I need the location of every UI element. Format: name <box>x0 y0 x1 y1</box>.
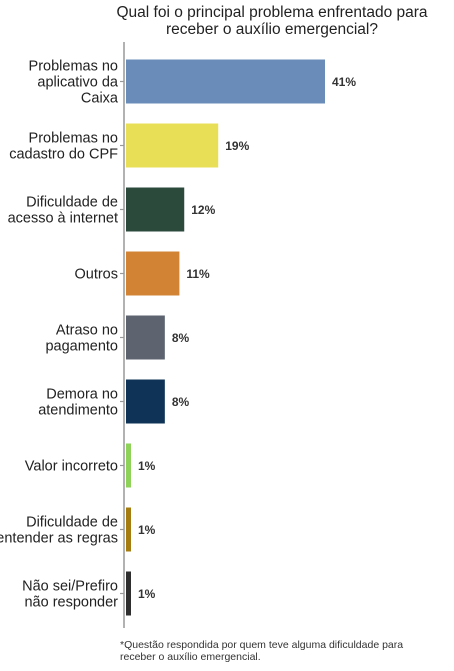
chart-title: Qual foi o principal problema enfrentado… <box>116 4 427 38</box>
value-label: 41% <box>332 75 356 89</box>
value-label: 8% <box>172 395 190 409</box>
chart-title-line-1: Qual foi o principal problema enfrentado… <box>116 4 427 21</box>
value-label: 8% <box>172 331 190 345</box>
bar <box>126 379 165 424</box>
bar <box>126 315 165 360</box>
value-label: 11% <box>186 267 210 281</box>
chart-title-line-2: receber o auxílio emergencial? <box>166 21 378 38</box>
bar <box>126 123 219 168</box>
category-label: Demora no atendimento <box>38 387 118 419</box>
value-label: 12% <box>191 203 215 217</box>
bar <box>126 251 180 296</box>
category-labels: Problemas no aplicativo da Caixa Problemas … <box>0 59 119 611</box>
bar <box>126 571 131 616</box>
bar <box>126 443 131 488</box>
bar <box>126 59 325 104</box>
bar <box>126 507 131 552</box>
value-label: 1% <box>138 587 156 601</box>
category-label: Valor incorreto <box>25 459 118 475</box>
axis-ticks <box>120 80 124 595</box>
value-labels: 41% 19% 12% 11% 8% 8% 1% 1% 1% <box>138 75 356 601</box>
category-label: Não sei/Prefiro não responder <box>22 579 118 611</box>
value-label: 1% <box>138 459 156 473</box>
category-label: Problemas no cadastro do CPF <box>9 131 118 163</box>
category-label: Outros <box>74 267 118 283</box>
footnote-line-1: *Questão respondida por quem teve alguma… <box>120 639 404 651</box>
category-label: Dificuldade de acesso à internet <box>8 195 118 227</box>
bar <box>126 187 185 232</box>
value-label: 19% <box>225 139 249 153</box>
footnote-line-2: receber o auxílio emergencial. <box>120 651 261 663</box>
category-label: Problemas no aplicativo da Caixa <box>29 59 119 107</box>
footnote: *Questão respondida por quem teve alguma… <box>120 639 440 663</box>
category-label: Atraso no pagamento <box>45 323 118 355</box>
value-label: 1% <box>138 523 156 537</box>
bars <box>126 59 325 616</box>
category-label: Dificuldade de entender as regras <box>0 515 118 547</box>
